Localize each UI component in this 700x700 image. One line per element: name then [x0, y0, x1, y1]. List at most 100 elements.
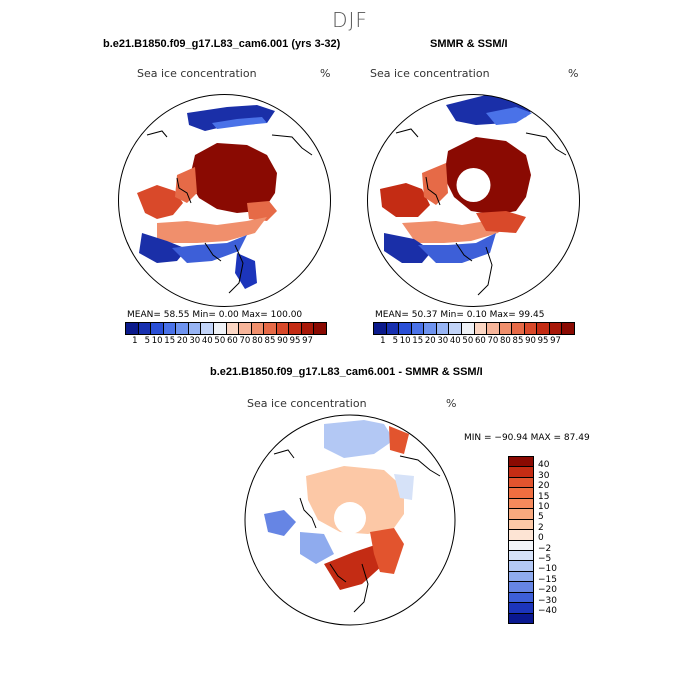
cb-swatch [264, 323, 277, 334]
cb-swatch [474, 323, 488, 334]
cb-swatch [213, 323, 227, 334]
cb-label: 1 [380, 336, 386, 346]
model-stats: MEAN= 58.55 Min= 0.00 Max= 100.00 [127, 310, 303, 320]
cb-swatch [461, 323, 475, 334]
diff-subtitle: Sea ice concentration [247, 397, 367, 410]
cb-label: 85 [264, 336, 276, 346]
cb-swatch [289, 323, 302, 334]
cb-label: 20 [424, 336, 436, 346]
cb-label: 80 [252, 336, 263, 346]
cb-swatch [276, 323, 290, 334]
cb-label: 2 [538, 522, 544, 533]
cb-swatch [163, 323, 177, 334]
cb-swatch [509, 467, 533, 478]
cb-label: 15 [164, 336, 176, 346]
model-subtitle: Sea ice concentration [137, 67, 257, 80]
cb-swatch [126, 323, 139, 334]
cb-swatch [524, 323, 538, 334]
cb-swatch [251, 323, 265, 334]
cb-swatch [509, 530, 533, 541]
cb-label: 30 [538, 470, 550, 481]
cb-swatch [509, 477, 533, 489]
cb-swatch [399, 323, 412, 334]
cb-label: 50 [214, 336, 226, 346]
season-title: DJF [332, 8, 368, 32]
cb-label: −20 [538, 585, 557, 596]
cb-swatch [509, 561, 533, 572]
cb-swatch [226, 323, 240, 334]
cb-label: 97 [302, 336, 313, 346]
cb-label: 95 [537, 336, 549, 346]
cb-swatch [138, 323, 152, 334]
cb-swatch [188, 323, 202, 334]
cb-swatch [314, 323, 326, 334]
cb-swatch [509, 550, 533, 562]
obs-colorbar-labels: 1 5 10 15 20 30 40 50 60 70 80 85 90 95 … [373, 336, 561, 346]
cb-swatch [239, 323, 252, 334]
cb-swatch [386, 323, 400, 334]
model-units: % [320, 67, 331, 80]
model-colorbar-labels: 1 5 10 15 20 30 40 50 60 70 80 85 90 95 … [125, 336, 313, 346]
cb-swatch [151, 323, 164, 334]
cb-swatch [509, 592, 533, 604]
cb-label: 60 [226, 336, 238, 346]
cb-swatch [487, 323, 500, 334]
cb-label: 10 [538, 502, 550, 513]
cb-label: −15 [538, 574, 557, 585]
cb-label: 5 [144, 336, 151, 346]
diff-colorbar-labels: 40 30 20 15 10 5 2 0 −2 −5 −10 −15 −20 −… [538, 460, 557, 616]
cb-label: 10 [151, 336, 163, 346]
cb-swatch [499, 323, 513, 334]
diff-polar-map [244, 414, 456, 626]
diff-panel-title: b.e21.B1850.f09_g17.L83_cam6.001 - SMMR … [210, 366, 483, 378]
obs-colorbar [373, 322, 575, 335]
cb-label: 30 [189, 336, 201, 346]
cb-swatch [509, 488, 533, 499]
cb-label: 40 [449, 336, 461, 346]
cb-swatch [201, 323, 214, 334]
cb-label: 40 [538, 460, 550, 471]
cb-label: 40 [201, 336, 213, 346]
cb-label: 20 [538, 481, 550, 492]
diff-stats: MIN = −90.94 MAX = 87.49 [464, 433, 590, 443]
cb-swatch [509, 540, 533, 551]
cb-swatch [176, 323, 189, 334]
model-colorbar [125, 322, 327, 335]
cb-label: 15 [538, 491, 550, 502]
cb-swatch [436, 323, 450, 334]
cb-label: 70 [239, 336, 251, 346]
cb-swatch [449, 323, 462, 334]
cb-swatch [411, 323, 425, 334]
cb-label: 0 [538, 533, 544, 544]
cb-label: 85 [512, 336, 524, 346]
cb-swatch [509, 571, 533, 583]
cb-swatch [562, 323, 574, 334]
cb-label: 80 [500, 336, 511, 346]
cb-label: 70 [487, 336, 499, 346]
cb-swatch [509, 519, 533, 531]
cb-label: 15 [412, 336, 424, 346]
cb-label: 20 [176, 336, 188, 346]
cb-label: −30 [538, 595, 557, 606]
diff-colorbar [508, 456, 534, 624]
obs-polar-map [367, 94, 580, 307]
cb-label: 60 [474, 336, 486, 346]
cb-label: 90 [277, 336, 288, 346]
cb-label: 30 [437, 336, 449, 346]
cb-swatch [512, 323, 525, 334]
cb-swatch [509, 603, 533, 614]
cb-label: 10 [399, 336, 411, 346]
cb-swatch [509, 582, 533, 593]
cb-swatch [549, 323, 563, 334]
cb-swatch [509, 457, 533, 468]
cb-label: 97 [550, 336, 561, 346]
cb-label: 90 [525, 336, 536, 346]
cb-label: −5 [538, 554, 552, 565]
obs-panel-title: SMMR & SSM/I [430, 38, 508, 50]
cb-label: 50 [462, 336, 474, 346]
obs-stats: MEAN= 50.37 Min= 0.10 Max= 99.45 [375, 310, 545, 320]
cb-label: 95 [289, 336, 301, 346]
cb-swatch [537, 323, 550, 334]
model-panel-title: b.e21.B1850.f09_g17.L83_cam6.001 (yrs 3-… [103, 38, 341, 50]
obs-units: % [568, 67, 579, 80]
